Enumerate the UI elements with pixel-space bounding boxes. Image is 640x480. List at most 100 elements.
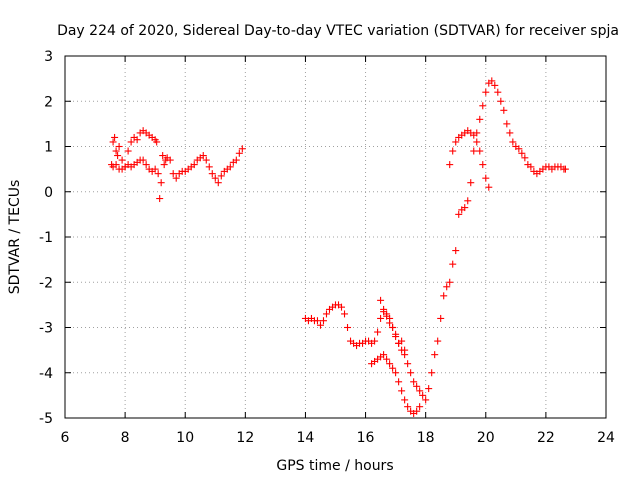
data-point <box>338 303 346 311</box>
data-point <box>166 156 174 164</box>
data-point <box>515 145 523 153</box>
data-point <box>383 355 391 363</box>
y-tick-label: 3 <box>44 49 53 65</box>
data-point <box>434 337 442 345</box>
data-point <box>238 145 246 153</box>
data-point <box>341 310 349 318</box>
data-point <box>380 305 388 313</box>
data-point <box>404 403 412 411</box>
y-tick-label: 1 <box>44 140 53 156</box>
data-point <box>491 81 499 89</box>
x-tick-label: 6 <box>61 430 70 446</box>
data-point <box>109 138 117 146</box>
data-point <box>461 204 469 212</box>
data-point <box>114 152 122 160</box>
data-point <box>392 369 400 377</box>
data-point <box>464 197 472 205</box>
y-tick-labels: -5 -4 -3 -2 -1 0 1 2 3 <box>39 49 53 427</box>
data-point <box>425 385 433 393</box>
data-point <box>199 152 207 160</box>
data-point <box>452 247 460 255</box>
data-point <box>431 351 439 359</box>
data-point <box>503 120 511 128</box>
data-point <box>521 154 529 162</box>
data-point <box>479 102 487 110</box>
data-point <box>413 382 421 390</box>
data-point <box>313 317 321 325</box>
data-point <box>208 170 216 178</box>
y-tick-label: 0 <box>44 185 53 201</box>
data-point <box>383 310 391 318</box>
y-tick-label: -4 <box>39 366 53 382</box>
data-point <box>142 161 150 169</box>
data-point <box>153 138 161 146</box>
data-point <box>401 346 409 354</box>
data-point <box>380 351 388 359</box>
x-tick-label: 24 <box>597 430 615 446</box>
data-point <box>422 396 430 404</box>
x-tick-labels: 6 8 10 12 14 16 18 20 22 24 <box>61 430 615 446</box>
data-point <box>500 106 508 114</box>
data-point <box>160 161 168 169</box>
axis-ticks <box>64 55 607 419</box>
x-tick-label: 12 <box>236 430 254 446</box>
data-point <box>413 407 421 415</box>
data-point <box>386 360 394 368</box>
data-point <box>226 163 234 171</box>
data-point <box>410 378 418 386</box>
data-point <box>470 131 478 139</box>
data-point <box>407 369 415 377</box>
data-point <box>561 165 569 173</box>
data-point <box>497 97 505 105</box>
data-point <box>482 174 490 182</box>
data-point <box>449 147 457 155</box>
data-point <box>139 156 147 164</box>
data-point <box>476 147 484 155</box>
data-point <box>159 152 167 160</box>
data-point <box>151 165 159 173</box>
data-point <box>470 147 478 155</box>
data-point <box>217 172 225 180</box>
data-point <box>322 310 330 318</box>
x-tick-label: 10 <box>176 430 194 446</box>
data-point <box>416 387 424 395</box>
data-point <box>506 129 514 137</box>
data-point <box>398 387 406 395</box>
data-point <box>169 170 177 178</box>
y-tick-label: -3 <box>39 321 53 337</box>
data-point <box>446 278 454 286</box>
data-point <box>316 321 324 329</box>
data-point <box>401 396 409 404</box>
data-point <box>485 183 493 191</box>
data-point <box>112 161 120 169</box>
x-tick-label: 16 <box>357 430 375 446</box>
data-point <box>389 324 397 331</box>
x-tick-label: 14 <box>297 430 315 446</box>
x-tick-label: 22 <box>537 430 555 446</box>
data-point <box>157 179 165 187</box>
data-point <box>419 391 427 399</box>
chart-title: Day 224 of 2020, Sidereal Day-to-day VTE… <box>57 23 619 39</box>
grid <box>65 56 606 418</box>
data-point <box>479 161 487 169</box>
data-point <box>449 260 457 268</box>
data-point <box>389 364 397 372</box>
data-points <box>108 77 569 417</box>
data-point <box>527 163 535 171</box>
data-point <box>509 138 517 146</box>
y-axis-label: SDTVAR / TECUs <box>7 180 23 295</box>
data-point <box>377 296 385 304</box>
y-tick-label: -1 <box>39 230 53 246</box>
data-point <box>476 115 484 123</box>
data-point <box>473 138 481 146</box>
data-point <box>488 77 496 85</box>
x-tick-label: 18 <box>417 430 435 446</box>
data-point <box>133 136 141 144</box>
y-tick-label: -5 <box>39 411 53 427</box>
data-point <box>124 147 132 155</box>
data-point <box>494 88 502 96</box>
data-point <box>115 143 123 150</box>
data-point <box>211 174 219 182</box>
plot-frame <box>64 55 607 419</box>
